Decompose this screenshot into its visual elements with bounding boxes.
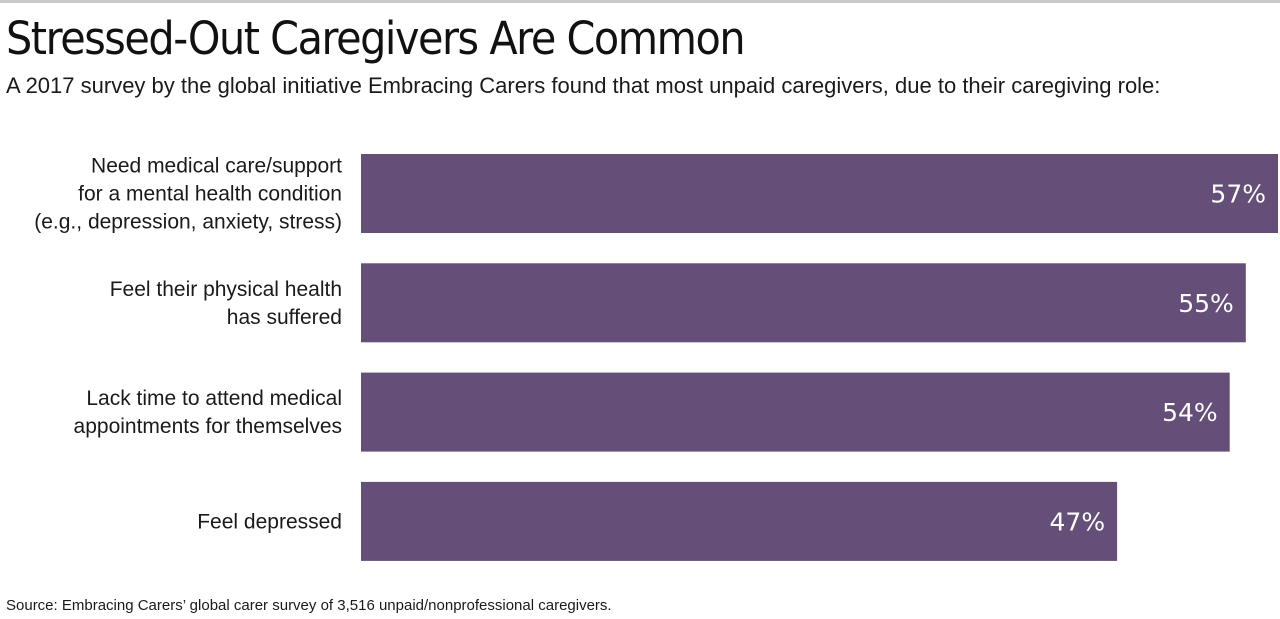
value-label-4: 47% [1050,507,1106,536]
top-rule [0,0,1280,3]
value-label-1: 57% [1210,180,1266,209]
category-label-3-line-2: appointments for themselves [74,415,342,438]
category-label-2-line-2: has suffered [227,306,342,329]
bar-1 [361,154,1278,233]
value-label-2: 55% [1178,289,1234,318]
bar-3 [361,372,1230,452]
bar-4 [361,481,1118,561]
bar-2 [361,263,1246,343]
category-label-4-line-1: Feel depressed [197,510,342,533]
category-label-1-line-3: (e.g., depression, anxiety, stress) [34,211,342,234]
category-label-1-line-1: Need medical care/support [91,155,342,178]
source-note: Source: Embracing Carers’ global carer s… [6,597,612,614]
category-label-2-line-1: Feel their physical health [110,278,342,301]
value-label-3: 54% [1162,398,1218,427]
chart-subtitle: A 2017 survey by the global initiative E… [6,73,1161,98]
category-label-3-line-1: Lack time to attend medical [86,387,342,410]
category-label-1-line-2: for a mental health condition [78,183,342,206]
chart-title: Stressed-Out Caregivers Are Common [6,12,746,65]
